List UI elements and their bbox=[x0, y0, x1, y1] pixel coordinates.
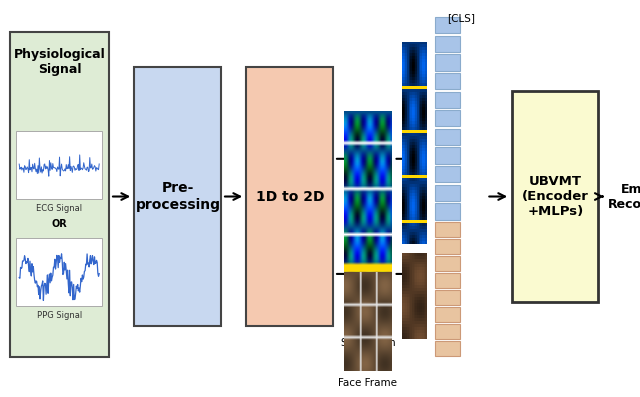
Text: UBVMT
(Encoder
+MLPs): UBVMT (Encoder +MLPs) bbox=[522, 175, 589, 218]
Bar bbox=[246, 67, 333, 326]
Text: OR: OR bbox=[52, 219, 67, 229]
Bar bbox=[16, 238, 102, 306]
Text: ECG Signal: ECG Signal bbox=[36, 204, 83, 213]
Bar bbox=[435, 307, 460, 322]
Bar bbox=[435, 36, 460, 52]
Bar bbox=[435, 110, 460, 126]
Bar bbox=[435, 73, 460, 89]
Bar bbox=[435, 17, 460, 33]
Text: Pre-
processing: Pre- processing bbox=[136, 181, 220, 212]
Text: [CLS]: [CLS] bbox=[447, 13, 475, 23]
Bar bbox=[435, 54, 460, 71]
Bar bbox=[435, 203, 460, 220]
Bar bbox=[435, 341, 460, 356]
Bar bbox=[435, 185, 460, 201]
Bar bbox=[16, 131, 102, 198]
Bar bbox=[435, 129, 460, 145]
Text: Physiological
Signal: Physiological Signal bbox=[13, 48, 106, 76]
Bar bbox=[435, 239, 460, 254]
Bar bbox=[435, 256, 460, 271]
Bar bbox=[134, 67, 221, 326]
Bar bbox=[10, 32, 109, 357]
Text: 1D to 2D: 1D to 2D bbox=[255, 189, 324, 204]
Bar bbox=[512, 91, 598, 302]
Bar bbox=[435, 290, 460, 305]
Text: Face Frame: Face Frame bbox=[339, 378, 397, 388]
Bar bbox=[435, 222, 460, 237]
Bar bbox=[435, 147, 460, 164]
Bar bbox=[435, 324, 460, 339]
Bar bbox=[435, 92, 460, 108]
Bar bbox=[435, 273, 460, 288]
Text: Emotion
Recognition: Emotion Recognition bbox=[608, 183, 640, 210]
Bar bbox=[435, 166, 460, 182]
Text: PPG Signal: PPG Signal bbox=[37, 311, 82, 320]
Text: Scalogram: Scalogram bbox=[340, 338, 396, 349]
